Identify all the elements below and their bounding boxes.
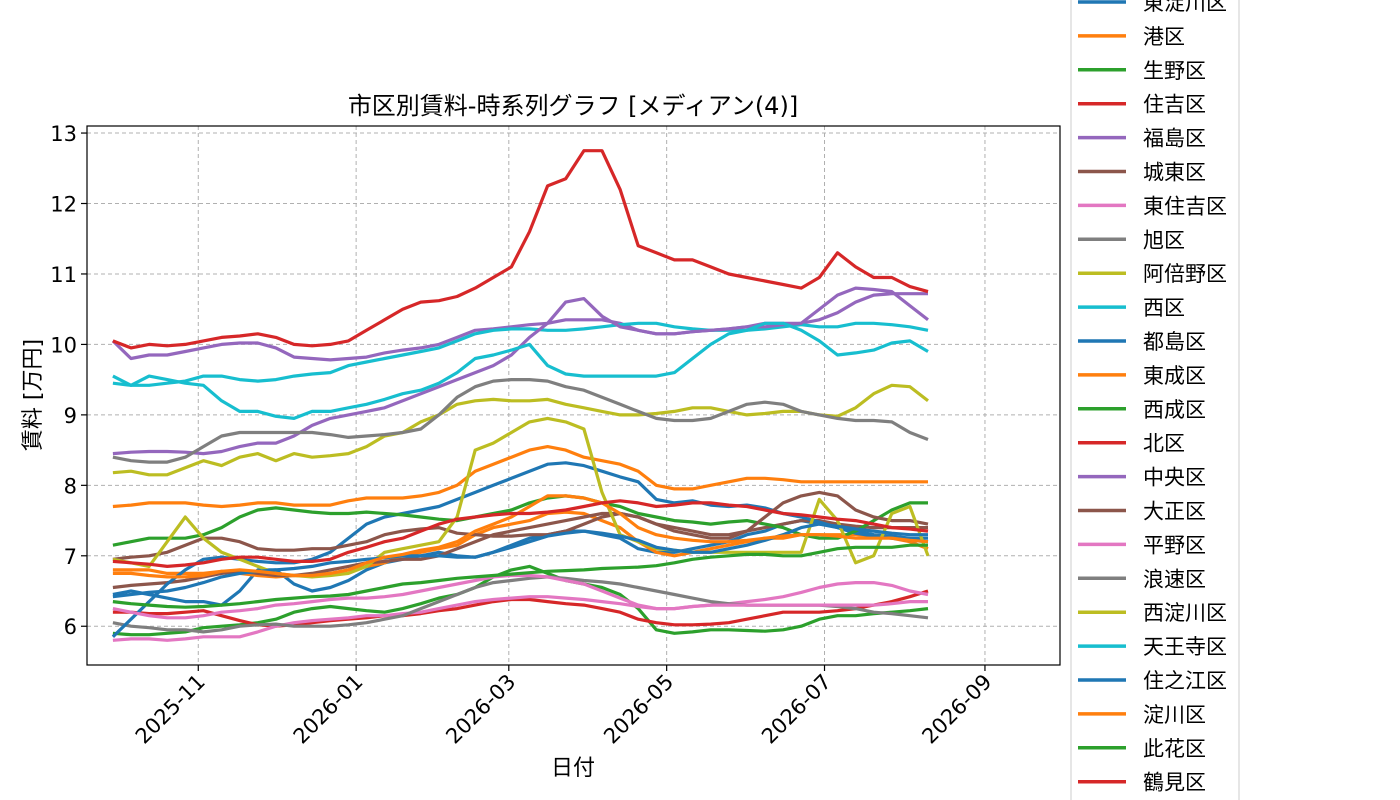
legend-label: 天王寺区 <box>1143 635 1227 659</box>
legend-item: 都島区 <box>1078 330 1206 354</box>
legend-item: 浪速区 <box>1078 567 1206 591</box>
legend-label: 北区 <box>1143 432 1185 456</box>
legend-item: 福島区 <box>1078 127 1206 151</box>
y-tick-label: 11 <box>50 263 77 287</box>
legend-item: 東淀川区 <box>1078 0 1227 15</box>
legend-item: 西区 <box>1078 296 1185 320</box>
legend-item: 阿倍野区 <box>1078 262 1227 286</box>
grid <box>87 126 1060 665</box>
legend-item: 港区 <box>1078 25 1185 49</box>
legend-item: 大正区 <box>1078 500 1206 524</box>
series-line <box>112 416 930 579</box>
legend-item: 西成区 <box>1078 398 1206 422</box>
legend-label: 西成区 <box>1143 398 1206 422</box>
legend-item: 天王寺区 <box>1078 635 1227 659</box>
legend-item: 住吉区 <box>1078 93 1206 117</box>
legend-label: 鶴見区 <box>1143 771 1206 795</box>
legend-item: 淀川区 <box>1078 703 1206 727</box>
series-line <box>112 378 929 464</box>
series-line <box>112 589 929 628</box>
chart-title: 市区別賃料-時系列グラフ [メディアン(4)] <box>348 92 798 120</box>
x-tick-label: 2025-11 <box>131 670 210 749</box>
legend-label: 城東区 <box>1143 161 1206 185</box>
legend-label: 東淀川区 <box>1143 0 1227 15</box>
legend-label: 旭区 <box>1143 228 1185 252</box>
legend: 東淀川区港区生野区住吉区福島区城東区東住吉区旭区阿倍野区西区都島区東成区西成区北… <box>1070 0 1240 800</box>
x-axis: 2025-11 2026-01 2026-03 2026-05 2026-07 2026-… <box>131 665 996 749</box>
y-tick-label: 12 <box>50 193 77 217</box>
x-axis-label: 日付 <box>551 756 595 781</box>
legend-item: 住之江区 <box>1078 669 1227 693</box>
y-tick-label: 10 <box>50 333 77 357</box>
series-line <box>112 580 929 642</box>
series-line <box>112 445 928 509</box>
series-line <box>112 383 929 477</box>
plot-area <box>87 126 1060 665</box>
legend-item: 中央区 <box>1078 466 1206 490</box>
y-axis: 6 7 8 9 10 11 12 13 <box>50 122 87 639</box>
legend-label: 港区 <box>1143 25 1185 49</box>
legend-label: 住吉区 <box>1143 93 1206 117</box>
x-tick-label: 2026-03 <box>441 670 520 749</box>
legend-label: 中央区 <box>1143 466 1206 490</box>
legend-label: 福島区 <box>1143 127 1206 151</box>
legend-frame <box>1070 0 1240 800</box>
legend-item: 生野区 <box>1078 59 1206 83</box>
legend-label: 住之江区 <box>1143 669 1227 693</box>
legend-item: 東成区 <box>1078 364 1206 388</box>
legend-item: 此花区 <box>1078 737 1206 761</box>
x-tick-label: 2026-05 <box>599 670 678 749</box>
legend-label: 西淀川区 <box>1143 601 1227 625</box>
series-line <box>112 543 928 609</box>
legend-item: 城東区 <box>1078 161 1206 185</box>
y-tick-label: 6 <box>64 615 77 639</box>
series-line <box>112 149 929 350</box>
x-tick-label: 2026-01 <box>289 670 368 749</box>
legend-label: 東住吉区 <box>1143 194 1227 218</box>
legend-label: 淀川区 <box>1143 703 1206 727</box>
legend-label: 浪速区 <box>1143 567 1206 591</box>
legend-label: 阿倍野区 <box>1143 262 1227 286</box>
legend-label: 此花区 <box>1143 737 1206 761</box>
series-line <box>112 522 928 599</box>
y-axis-label: 賃料 [万円] <box>21 339 46 451</box>
legend-item: 旭区 <box>1078 228 1185 252</box>
legend-item: 平野区 <box>1078 533 1206 557</box>
series-lines <box>111 149 930 642</box>
x-tick-label: 2026-09 <box>917 670 996 749</box>
series-line <box>112 321 929 420</box>
legend-label: 都島区 <box>1143 330 1206 354</box>
plot-frame <box>86 125 1061 666</box>
y-tick-label: 7 <box>64 545 77 569</box>
x-tick-label: 2026-07 <box>757 670 836 749</box>
series-line <box>112 499 929 569</box>
legend-item: 北区 <box>1078 432 1185 456</box>
y-tick-label: 9 <box>64 404 77 428</box>
series-line <box>112 490 929 561</box>
legend-label: 大正区 <box>1143 500 1206 524</box>
y-tick-label: 8 <box>64 474 77 498</box>
legend-label: 西区 <box>1143 296 1185 320</box>
series-line <box>112 494 929 579</box>
legend-item: 鶴見区 <box>1078 771 1206 795</box>
legend-item: 東住吉区 <box>1078 194 1227 218</box>
legend-item: 西淀川区 <box>1078 601 1227 625</box>
legend-label: 生野区 <box>1143 59 1206 83</box>
legend-label: 東成区 <box>1143 364 1206 388</box>
y-tick-label: 13 <box>50 122 77 146</box>
legend-label: 平野区 <box>1143 533 1206 557</box>
series-line <box>112 573 928 620</box>
